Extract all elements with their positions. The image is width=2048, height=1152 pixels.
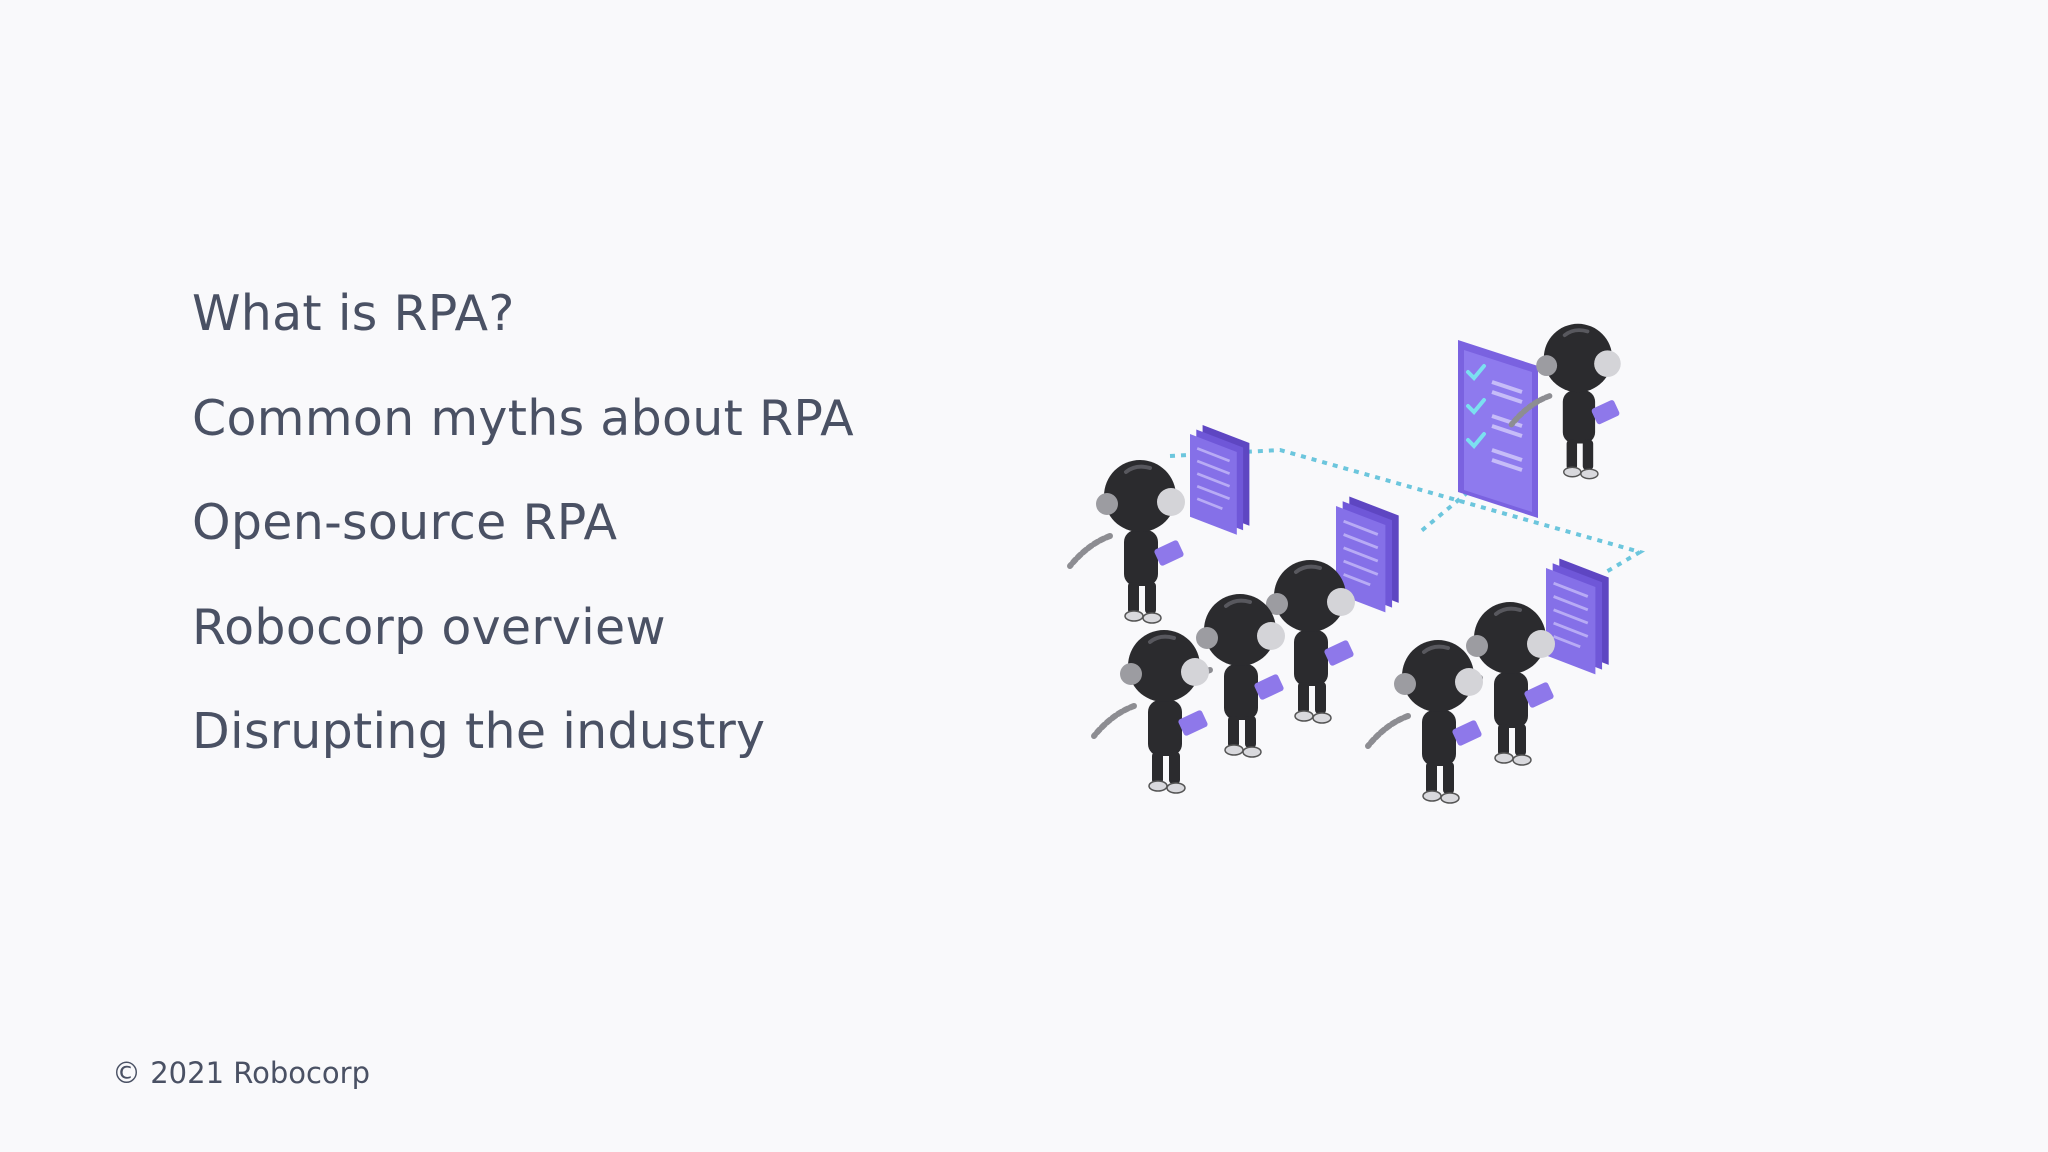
- agenda-list: What is RPA? Common myths about RPA Open…: [192, 262, 854, 785]
- agenda-item-common-myths: Common myths about RPA: [192, 389, 854, 447]
- agenda-item-what-is-rpa: What is RPA?: [192, 285, 515, 342]
- robot-workers-illustration: [1040, 300, 1680, 820]
- agenda-item-robocorp-overview: Robocorp overview: [192, 598, 666, 656]
- copyright-footer: © 2021 Robocorp: [112, 1056, 370, 1090]
- agenda-item-disrupting-industry: Disrupting the industry: [192, 703, 766, 760]
- agenda-item-open-source-rpa: Open-source RPA: [192, 494, 618, 551]
